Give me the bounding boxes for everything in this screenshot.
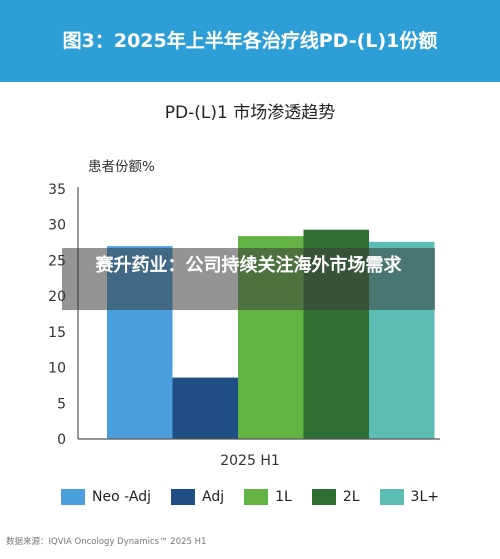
- y-tick-label: 0: [57, 432, 66, 448]
- legend-label: Neo -Adj: [92, 489, 151, 505]
- legend-item: Adj: [170, 489, 225, 505]
- legend-item: 2L: [311, 489, 360, 505]
- legend-label: Adj: [201, 489, 225, 505]
- legend-item: 1L: [244, 489, 292, 505]
- legend-label: 3L+: [410, 489, 439, 505]
- legend-swatch: [379, 489, 404, 505]
- y-tick-label: 25: [48, 253, 66, 269]
- source-note: 数据来源：IQVIA Oncology Dynamics™ 2025 H1: [6, 537, 207, 547]
- legend-label: 2L: [342, 489, 360, 505]
- legend-label: 1L: [275, 489, 292, 505]
- legend-swatch: [170, 489, 195, 505]
- bar-chart: 0 5 10 15 20 25 30 35 2025 H1: [48, 182, 440, 469]
- banner-title: 图3：2025年上半年各治疗线PD-(L)1份额: [62, 30, 438, 52]
- legend-item: Neo -Adj: [61, 489, 151, 505]
- legend-swatch: [244, 489, 269, 505]
- y-tick-label: 30: [48, 218, 66, 234]
- bar-adj: [172, 377, 238, 439]
- y-tick-label: 5: [57, 396, 66, 412]
- y-axis-label: 患者份额%: [88, 159, 155, 175]
- legend-swatch: [311, 489, 336, 505]
- headline-overlay: 赛升药业：公司持续关注海外市场需求: [62, 248, 435, 310]
- y-tick-label: 20: [48, 289, 66, 305]
- headline-text: 赛升药业：公司持续关注海外市场需求: [95, 255, 402, 276]
- y-tick-label: 15: [48, 325, 66, 341]
- legend-item: 3L+: [379, 489, 439, 505]
- chart-title: PD-(L)1 市场渗透趋势: [164, 103, 336, 123]
- legend-swatch: [61, 489, 86, 505]
- y-tick-label: 10: [48, 361, 66, 377]
- title-banner: 图3：2025年上半年各治疗线PD-(L)1份额: [0, 0, 500, 82]
- legend: Neo -Adj Adj 1L 2L 3L+: [0, 489, 500, 505]
- y-tick-label: 35: [48, 182, 66, 198]
- x-category-label: 2025 H1: [220, 453, 280, 469]
